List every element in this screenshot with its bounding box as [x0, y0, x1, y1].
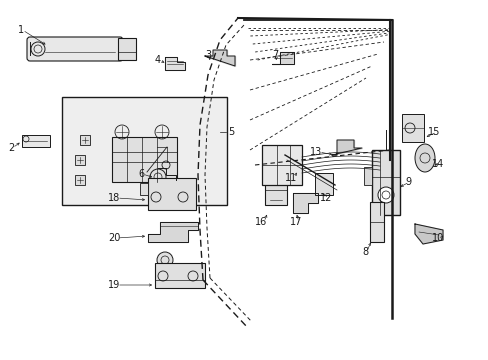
Text: 4: 4	[155, 55, 161, 65]
Bar	[62, 97, 226, 205]
Text: 2: 2	[8, 143, 14, 153]
Bar	[363, 167, 371, 185]
Polygon shape	[414, 224, 442, 244]
Bar	[148, 178, 196, 210]
Text: 15: 15	[427, 127, 440, 137]
Text: 20: 20	[108, 233, 120, 243]
Polygon shape	[148, 222, 198, 242]
Circle shape	[377, 187, 393, 203]
Text: 6: 6	[138, 169, 144, 179]
Text: 12: 12	[319, 193, 332, 203]
Text: 1: 1	[18, 25, 24, 35]
Text: 14: 14	[431, 159, 443, 169]
Text: 7: 7	[271, 50, 278, 60]
Bar	[264, 167, 286, 205]
Bar	[140, 183, 148, 195]
Bar	[401, 114, 423, 142]
Text: 9: 9	[404, 177, 410, 187]
Text: 18: 18	[108, 193, 120, 203]
Polygon shape	[164, 57, 184, 70]
Bar	[112, 137, 177, 182]
Polygon shape	[204, 50, 235, 66]
Polygon shape	[292, 193, 317, 213]
Bar	[75, 155, 85, 165]
Bar	[80, 135, 90, 145]
Polygon shape	[331, 140, 361, 155]
Polygon shape	[271, 52, 293, 64]
Text: 3: 3	[204, 50, 211, 60]
Circle shape	[150, 169, 165, 185]
Text: 16: 16	[254, 217, 267, 227]
Circle shape	[157, 252, 173, 268]
Text: 13: 13	[309, 147, 322, 157]
Bar	[155, 263, 204, 288]
Text: 10: 10	[431, 233, 443, 243]
Bar	[22, 135, 50, 147]
Text: 11: 11	[285, 173, 297, 183]
Text: 8: 8	[361, 247, 367, 257]
Text: 19: 19	[108, 280, 120, 290]
Bar	[369, 202, 383, 242]
Text: 17: 17	[289, 217, 302, 227]
Bar	[262, 145, 302, 185]
Bar	[371, 150, 399, 215]
Ellipse shape	[414, 144, 434, 172]
FancyBboxPatch shape	[27, 37, 123, 61]
Text: 5: 5	[227, 127, 234, 137]
Bar	[75, 175, 85, 185]
Bar	[118, 38, 136, 60]
Bar	[314, 173, 332, 195]
